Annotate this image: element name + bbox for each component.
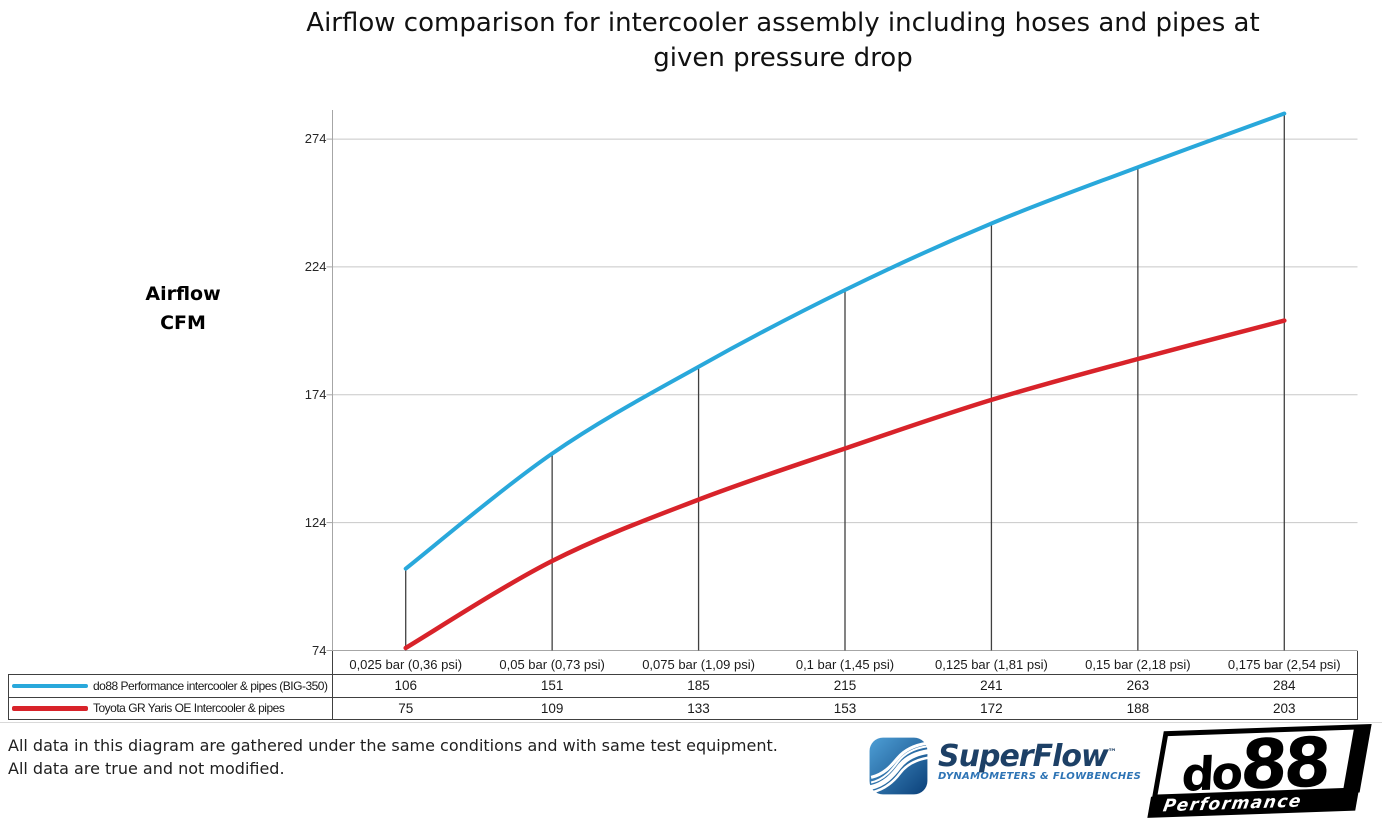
table-value-do88: 263 — [1126, 678, 1150, 693]
do88-wordmark-do: do — [1180, 745, 1243, 802]
do88-logo: do 88 Performance — [1144, 722, 1372, 820]
table-value-do88: 185 — [687, 678, 710, 693]
table-border-right — [1357, 651, 1358, 720]
table-value-toyota: 153 — [833, 701, 857, 716]
y-tick-label: 124 — [304, 514, 327, 530]
disclaimer-text: All data in this diagram are gathered un… — [8, 735, 778, 780]
superflow-wave-icon — [869, 737, 929, 795]
disclaimer-line1: All data in this diagram are gathered un… — [8, 736, 778, 755]
superflow-tagline: DYNAMOMETERS & FLOWBENCHES — [938, 771, 1142, 782]
chart-title-line2: given pressure drop — [653, 43, 913, 73]
table-value-toyota: 203 — [1273, 701, 1296, 716]
disclaimer-line2: All data are true and not modified. — [8, 758, 285, 778]
superflow-wordmark: SuperFlow™ DYNAMOMETERS & FLOWBENCHES — [938, 736, 1142, 783]
y-tick-label: 224 — [304, 258, 327, 274]
table-value-toyota: 109 — [540, 701, 564, 716]
table-value-do88: 241 — [980, 678, 1003, 693]
do88-logo-box: do 88 — [1151, 723, 1372, 806]
table-value-toyota: 133 — [687, 701, 710, 716]
table-value-do88: 284 — [1273, 678, 1296, 693]
x-category-label: 0,1 bar (1,45 psi) — [795, 657, 895, 672]
toyota-series-swatch — [12, 705, 88, 711]
y-tick-label: 274 — [304, 131, 327, 147]
x-category-label: 0,15 bar (2,18 psi) — [1085, 657, 1191, 672]
trademark-symbol: ™ — [1107, 748, 1117, 758]
x-category-label: 0,175 bar (2,54 psi) — [1227, 657, 1341, 672]
do88-series-swatch — [12, 683, 88, 688]
x-category-label: 0,125 bar (1,81 psi) — [935, 657, 1048, 672]
y-axis-title-line1: Airflow — [145, 283, 221, 305]
legend-item-do88: do88 Performance intercooler & pipes (BI… — [9, 675, 331, 696]
y-tick-label: 174 — [304, 386, 327, 402]
x-category-label: 0,075 bar (1,09 psi) — [642, 657, 755, 672]
chart-object-bottom-edge — [0, 722, 1382, 723]
table-border-left — [8, 674, 9, 720]
superflow-name-text: SuperFlow — [938, 739, 1109, 774]
table-value-toyota: 188 — [1126, 701, 1150, 716]
table-value-do88: 215 — [833, 678, 857, 693]
superflow-name: SuperFlow™ — [938, 736, 1141, 774]
table-value-do88: 151 — [540, 678, 564, 693]
y-axis-title-line2: CFM — [160, 312, 206, 334]
y-tick-label: 74 — [312, 642, 327, 658]
superflow-logo: SuperFlow™ DYNAMOMETERS & FLOWBENCHES — [868, 736, 1141, 796]
y-axis-title: Airflow CFM — [118, 280, 248, 338]
table-value-toyota: 172 — [980, 701, 1003, 716]
chart-title-line1: Airflow comparison for intercooler assem… — [306, 8, 1260, 38]
series-line-toyota — [403, 318, 1287, 651]
table-border-bottom — [8, 719, 1358, 720]
table-border-top — [8, 674, 1358, 675]
table-value-do88: 106 — [394, 678, 417, 693]
x-category-label: 0,05 bar (0,73 psi) — [499, 657, 605, 672]
table-border-middle — [8, 697, 1358, 698]
table-value-toyota: 75 — [398, 701, 414, 716]
toyota-series-label: Toyota GR Yaris OE Intercooler & pipes — [93, 701, 285, 715]
do88-series-label: do88 Performance intercooler & pipes (BI… — [93, 678, 328, 693]
series-line-do88 — [403, 111, 1287, 571]
chart-title: Airflow comparison for intercooler assem… — [184, 6, 1382, 76]
x-category-label: 0,025 bar (0,36 psi) — [349, 657, 463, 672]
table-border-legend-divider — [332, 651, 333, 720]
legend-item-toyota: Toyota GR Yaris OE Intercooler & pipes — [9, 698, 331, 718]
